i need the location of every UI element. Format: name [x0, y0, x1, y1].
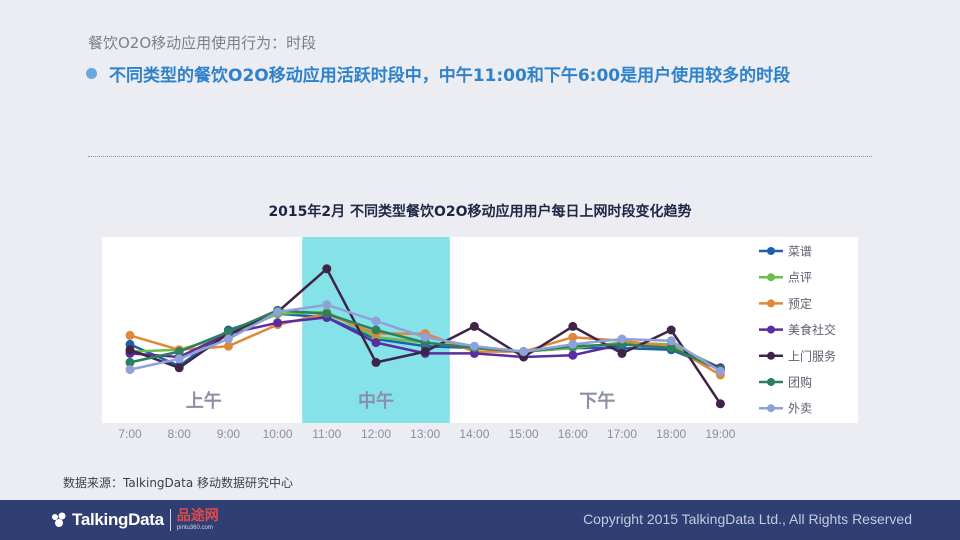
partner-name: 品途网 [176, 508, 219, 524]
line-chart: 上午 中午 下午 7:00 8:00 9:00 10:00 11:00 12:00 13:00 14… [102, 237, 858, 441]
data-point [715, 366, 725, 376]
talkingdata-logo-icon [52, 512, 66, 527]
partner-logo: 品途网 pintu360.com [177, 509, 219, 531]
data-point [125, 365, 135, 375]
legend-marker [767, 273, 775, 282]
legend-label: 预定 [788, 296, 812, 311]
x-tick-label: 11:00 [312, 427, 341, 441]
data-point [125, 357, 135, 367]
data-point [420, 332, 430, 342]
legend-marker [767, 404, 775, 413]
data-point [223, 341, 233, 351]
x-tick-label: 16:00 [558, 427, 588, 441]
data-point [125, 345, 135, 355]
legend-label: 美食社交 [788, 322, 836, 337]
data-point [371, 316, 381, 326]
legend-marker [767, 325, 775, 334]
period-label: 中午 [358, 390, 394, 412]
period-label: 下午 [579, 390, 615, 412]
x-tick-label: 13:00 [410, 427, 440, 441]
x-tick-label: 15:00 [509, 427, 539, 441]
data-point [469, 321, 479, 331]
data-point [322, 264, 332, 274]
data-point [273, 307, 283, 317]
legend-label: 外卖 [788, 402, 812, 416]
x-tick-label: 7:00 [118, 427, 142, 441]
x-tick-label: 14:00 [459, 427, 489, 441]
headline-row: 不同类型的餐饮O2O移动应用活跃时段中，中午11:00和下午6:00是用户使用较… [86, 61, 790, 86]
legend-label: 点评 [788, 271, 812, 285]
partner-url: pintu360.com [176, 525, 213, 531]
x-tick-label: 19:00 [705, 427, 735, 441]
data-point [125, 330, 135, 340]
x-tick-label: 9:00 [217, 427, 241, 441]
legend-marker [767, 378, 775, 386]
data-source: 数据来源：TalkingData 移动数据研究中心 [63, 476, 294, 490]
bullet-icon [86, 68, 97, 79]
legend-label: 团购 [788, 375, 812, 390]
data-point [322, 309, 332, 319]
slide-subtitle: 餐饮O2O移动应用使用行为：时段 [88, 34, 317, 52]
footer-bar: TalkingData 品途网 pintu360.com Copyright 2… [0, 500, 960, 540]
legend-marker [767, 299, 775, 308]
x-tick-label: 17:00 [607, 427, 637, 441]
slide-headline: 不同类型的餐饮O2O移动应用活跃时段中，中午11:00和下午6:00是用户使用较… [109, 66, 791, 86]
legend-label: 上门服务 [788, 348, 836, 363]
period-label: 上午 [186, 390, 222, 412]
data-point [519, 347, 529, 357]
legend-marker [767, 351, 775, 360]
x-tick-label: 8:00 [168, 427, 192, 441]
data-point [223, 327, 233, 337]
data-point [666, 325, 676, 335]
copyright-text: Copyright 2015 TalkingData Ltd., All Rig… [583, 511, 912, 527]
chart-title: 2015年2月 不同类型餐饮O2O移动应用用户每日上网时段变化趋势 [268, 204, 692, 220]
data-point [174, 363, 184, 373]
data-point [469, 341, 479, 351]
data-point [666, 343, 676, 353]
data-point [568, 332, 578, 342]
data-point [223, 334, 233, 344]
brand-logo: TalkingData 品途网 pintu360.com [50, 509, 219, 531]
data-point [666, 336, 676, 346]
data-point [174, 347, 184, 357]
x-tick-label: 12:00 [361, 427, 391, 441]
data-point [568, 350, 578, 360]
data-point [420, 347, 430, 357]
data-point [568, 321, 578, 331]
data-point [371, 357, 381, 367]
divider [88, 156, 872, 157]
data-point [715, 399, 725, 409]
x-tick-label: 18:00 [656, 427, 686, 441]
brand-name: TalkingData [72, 510, 164, 529]
data-point [322, 300, 332, 310]
data-point [371, 338, 381, 348]
logo-separator [169, 509, 171, 531]
x-tick-label: 10:00 [263, 427, 293, 441]
data-point [617, 334, 627, 344]
data-point [371, 325, 381, 335]
data-point [617, 348, 627, 358]
data-point [174, 354, 184, 364]
legend-label: 菜谱 [788, 245, 812, 259]
data-point [273, 318, 283, 328]
data-point [568, 339, 578, 349]
legend-marker [767, 247, 775, 255]
